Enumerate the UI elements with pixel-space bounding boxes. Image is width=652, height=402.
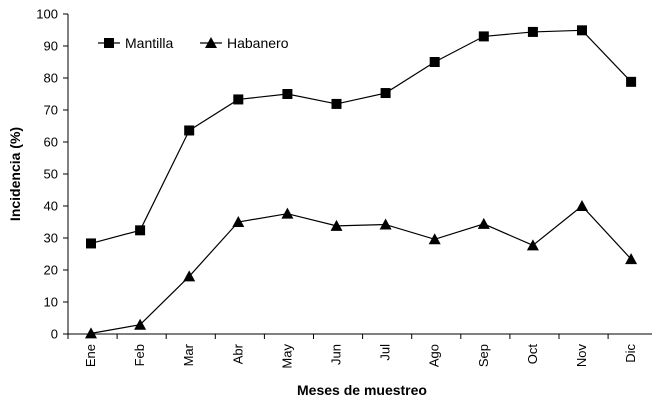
y-tick-label: 70 [44,103,58,118]
y-tick-label: 50 [44,167,58,182]
series-line-mantilla [90,29,632,245]
data-point-mantilla [282,89,293,99]
x-tick-label: Jul [378,344,393,361]
data-point-habanero [477,217,490,229]
data-point-mantilla [86,238,96,249]
data-point-habanero [526,239,539,251]
data-point-mantilla [478,31,489,42]
series-line-habanero [90,205,632,334]
x-tick-label: Mar [181,343,196,366]
legend-label: Habanero [227,35,289,51]
y-tick-label: 30 [44,231,58,246]
data-point-habanero [576,200,588,211]
axes [67,14,652,335]
x-tick-label: Ago [427,344,442,367]
legend: Mantilla Habanero [98,35,289,51]
x-tick-label: Feb [132,344,147,366]
x-tick-label: Dic [623,344,638,363]
series-habanero [85,200,638,339]
data-point-habanero [183,270,196,282]
y-tick-label: 100 [36,7,58,22]
legend-label: Mantilla [125,35,173,51]
data-point-mantilla [626,76,637,87]
x-ticks: Ene Feb Mar Abr May Jun Jul Ago Sep Oct Nov Dic [67,334,638,369]
data-point-mantilla [233,94,244,105]
data-point-habanero [85,327,97,339]
data-point-mantilla [380,88,391,99]
data-point-mantilla [429,57,440,67]
data-point-mantilla [577,25,587,36]
data-point-mantilla [527,26,538,37]
legend-item-habanero: Habanero [200,35,289,51]
y-axis-title: Incidencia (%) [7,127,23,221]
y-tick-label: 80 [44,71,58,86]
data-point-habanero [232,216,245,227]
data-point-habanero [428,233,441,245]
legend-marker [205,37,217,48]
data-point-habanero [281,207,294,219]
legend-marker [104,38,114,48]
x-tick-label: Nov [574,344,589,368]
data-point-mantilla [135,225,146,236]
x-tick-label: May [279,344,294,369]
legend-item-mantilla: Mantilla [98,35,173,51]
x-tick-label: Jun [329,344,344,365]
y-tick-label: 90 [44,39,58,54]
x-tick-label: Abr [230,343,245,364]
y-tick-label: 60 [44,135,58,150]
y-ticks: 0 10 20 30 40 50 60 70 80 90 100 [36,7,68,342]
data-point-habanero [330,219,343,231]
data-point-habanero [379,218,392,230]
y-tick-label: 0 [51,327,58,342]
data-point-habanero [625,253,638,265]
y-tick-label: 40 [44,199,58,214]
y-tick-label: 10 [44,295,58,310]
series-layer [85,25,638,339]
x-tick-label: Ene [83,344,98,367]
x-tick-label: Oct [525,344,540,365]
data-point-mantilla [331,98,342,109]
data-point-mantilla [184,125,195,136]
x-tick-label: Sep [476,344,491,367]
x-axis-title: Meses de muestreo [297,382,427,398]
series-mantilla [86,25,637,249]
data-point-habanero [134,318,147,330]
y-tick-label: 20 [44,263,58,278]
